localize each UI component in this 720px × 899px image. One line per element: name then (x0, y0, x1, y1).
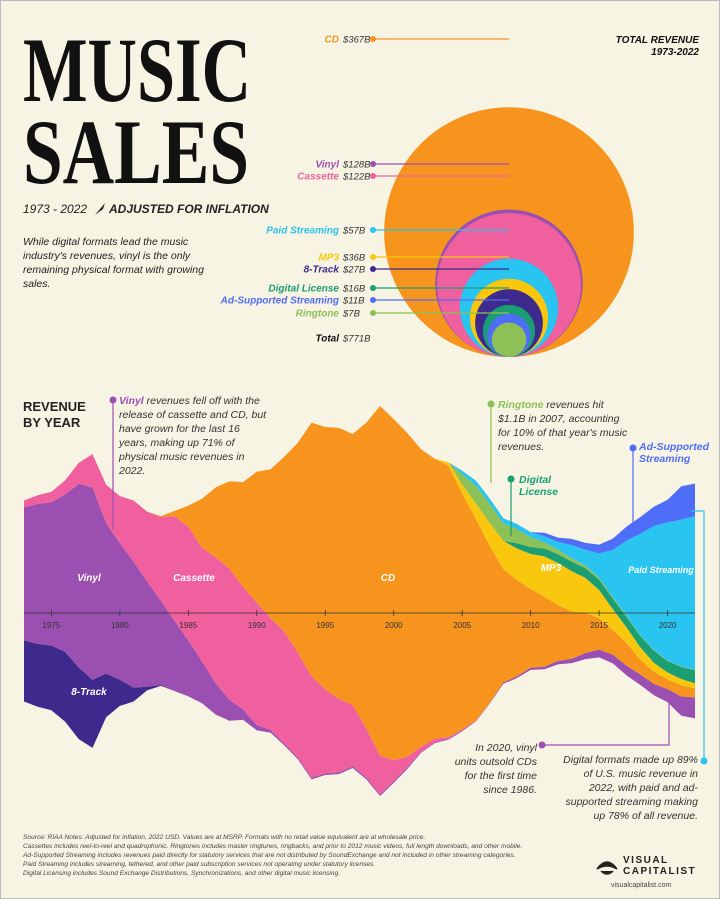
label-dot (370, 297, 376, 303)
x-tick-label: 1985 (179, 621, 197, 630)
label-dot (370, 161, 376, 167)
leader-dot (109, 396, 117, 404)
label-dot (370, 310, 376, 316)
category-label: CD (325, 35, 339, 46)
circle (491, 322, 527, 357)
label-dot (370, 254, 376, 260)
description: While digital formats lead the music ind… (23, 236, 204, 290)
x-tick-label: 1980 (111, 621, 129, 630)
leader-dot (538, 741, 546, 749)
stream-layer (24, 406, 695, 554)
value-label: $27B (342, 265, 366, 276)
category-label: Cassette (297, 172, 339, 183)
x-tick-label: 2005 (453, 621, 471, 630)
stream-layer (24, 483, 695, 796)
annotation: Digital formats made up 89% of U.S. musi… (563, 754, 698, 822)
series-callout: Digital License (519, 474, 559, 498)
annotation: Vinyl revenues fell off with the release… (119, 394, 269, 478)
circles-title: TOTAL REVENUE (616, 35, 700, 46)
footer-note: Paid Streaming includes streaming, tethe… (23, 861, 376, 868)
footer-note: Digital Licensing includes Sound Exchang… (23, 870, 341, 877)
series-label: Paid Streaming (628, 565, 694, 575)
category-label: MP3 (318, 253, 339, 264)
x-tick-label: 1990 (248, 621, 266, 630)
leader-line (691, 510, 705, 761)
logo: VISUAL CAPITALIST visualcapitalist.com (596, 855, 696, 889)
circles-subtitle: 1973-2022 (651, 47, 699, 58)
period: 1973 - 2022 (23, 202, 87, 216)
footer-note: Source: RIAA Notes: Adjusted for inflati… (23, 834, 426, 841)
leader-dot (629, 444, 637, 452)
annotation-highlight: Ringtone (498, 399, 544, 411)
label-dot (370, 266, 376, 272)
footer-note: Cassettes includes reel-to-reel and quad… (23, 843, 523, 850)
total-value: $771B (342, 334, 371, 345)
label-dot (370, 227, 376, 233)
leader-dot (700, 757, 708, 765)
series-callout: Ad-Supported Streaming (639, 441, 709, 465)
brand: CAPITALIST (623, 866, 696, 877)
value-label: $11B (342, 296, 365, 307)
x-tick-label: 2020 (659, 621, 677, 630)
series-label: Vinyl (77, 573, 101, 584)
value-label: $36B (342, 253, 366, 264)
annotation-lines (109, 396, 708, 765)
series-label: Cassette (173, 573, 215, 584)
series-label: MP3 (541, 563, 562, 574)
annotation: Ringtone revenues hit $1.1B in 2007, acc… (498, 398, 633, 454)
category-label: Ad-Supported Streaming (220, 296, 339, 307)
value-label: $7B (342, 309, 361, 320)
footer-note: Ad-Supported Streaming includes revenues… (23, 852, 516, 859)
label-dot (370, 36, 376, 42)
series-label: 8-Track (71, 687, 107, 698)
category-label: Vinyl (315, 160, 339, 171)
value-label: $122B (342, 172, 371, 183)
x-tick-label: 2015 (590, 621, 608, 630)
title-line: MUSIC (23, 19, 251, 121)
value-label: $57B (342, 226, 366, 237)
leader-dot (507, 475, 515, 483)
value-label: $128B (342, 160, 371, 171)
title-line: SALES (23, 101, 249, 203)
stream-chart: 1975 1980 1985 1990 1995 2000 2005 2010 2015 2020… (24, 406, 695, 796)
annotation-text: revenues hit $1.1B in 2007, accounting f… (498, 399, 628, 453)
series-label: CD (381, 573, 395, 584)
annotation-text: revenues fell off with the release of ca… (119, 395, 267, 477)
stream-layer (24, 406, 695, 761)
stream-layer (24, 454, 695, 795)
x-tick-label: 2000 (385, 621, 403, 630)
annotation-highlight: Vinyl (119, 395, 144, 407)
tagline: ADJUSTED FOR INFLATION (108, 202, 269, 216)
x-tick-label: 2010 (522, 621, 540, 630)
category-label: Ringtone (296, 309, 340, 320)
footer-notes: Source: RIAA Notes: Adjusted for inflati… (23, 833, 583, 878)
stream-title: REVENUE BY YEAR (23, 399, 86, 430)
leader-dot (487, 400, 495, 408)
logo-mark (596, 861, 618, 875)
annotation: In 2020, vinyl units outsold CDs for the… (454, 742, 537, 796)
label-dot (370, 173, 376, 179)
leader-line (542, 701, 670, 746)
category-label: Paid Streaming (266, 226, 339, 237)
category-label: Digital License (268, 284, 339, 295)
url: visualcapitalist.com (611, 882, 671, 889)
category-label: 8-Track (304, 265, 340, 276)
x-tick-label: 1995 (316, 621, 334, 630)
brand: VISUAL (623, 855, 669, 866)
value-label: $16B (342, 284, 366, 295)
value-label: $367B (342, 35, 371, 46)
x-tick-label: 1975 (42, 621, 60, 630)
total-label: Total (315, 334, 339, 345)
slash-icon (95, 203, 105, 215)
label-dot (370, 285, 376, 291)
